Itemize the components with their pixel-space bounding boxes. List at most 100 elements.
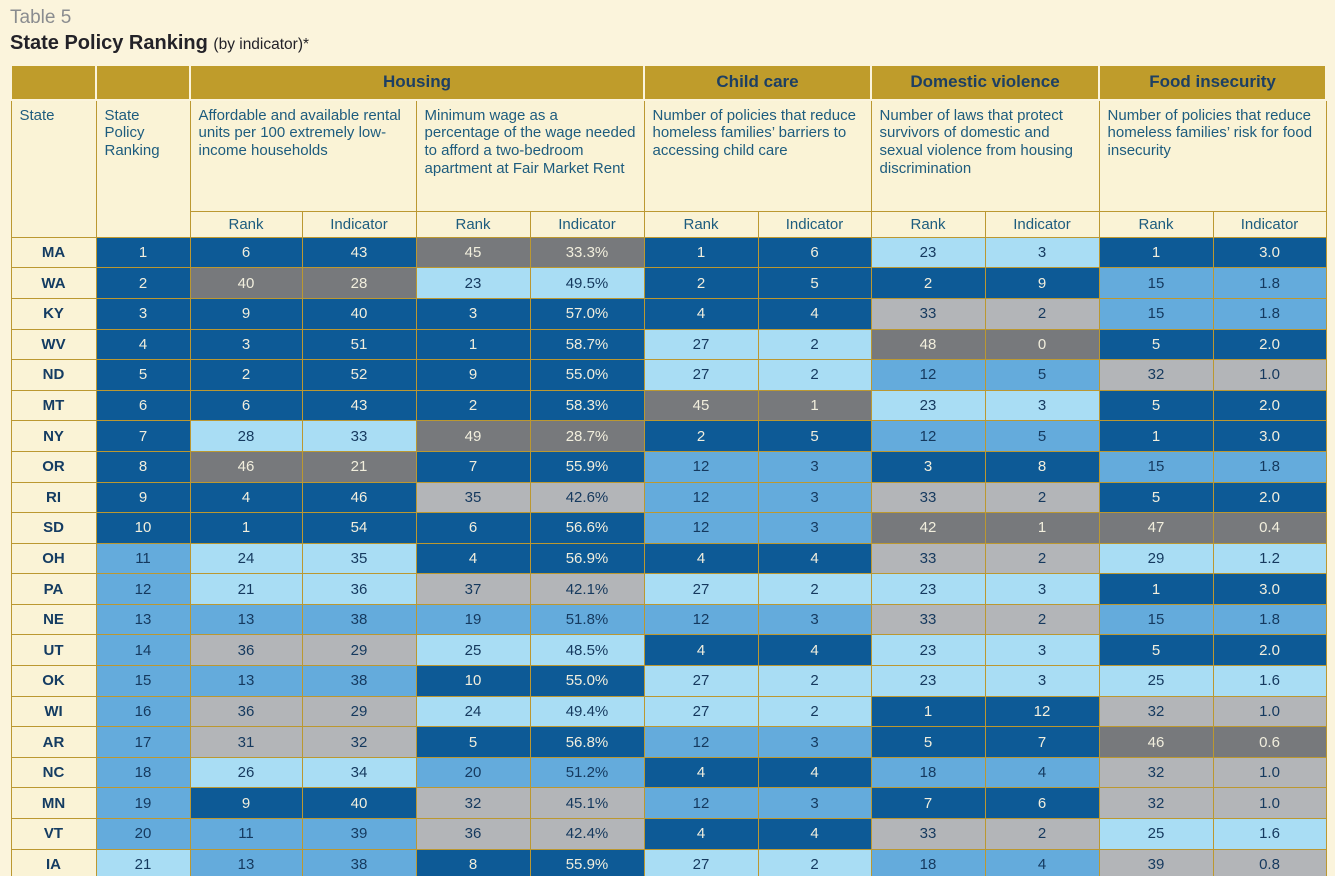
food-insecurity-rank-cell: 15 <box>1098 603 1214 636</box>
food-insecurity-rank-cell: 5 <box>1098 634 1214 667</box>
childcare-rank-cell: 2 <box>643 420 759 452</box>
state-cell: NY <box>10 420 97 452</box>
page-title: State Policy Ranking (by indicator)* <box>10 30 1335 56</box>
domestic-violence-rank-cell: 48 <box>870 328 986 361</box>
rank-indicator-subheader-row: Rank Indicator Rank Indicator Rank Indic… <box>11 210 1327 238</box>
housing-units-rank-cell: 9 <box>189 297 303 330</box>
state-policy-ranking-cell: 17 <box>95 726 191 758</box>
indicator-subheader: Indicator <box>984 210 1100 238</box>
food-insecurity-indicator-cell: 3.0 <box>1212 420 1327 452</box>
column-group-housing: Housing <box>189 63 645 101</box>
food-insecurity-indicator-cell: 1.0 <box>1212 756 1327 789</box>
housing-wage-rank-cell: 4 <box>415 542 531 575</box>
state-column-header: State <box>10 99 97 238</box>
housing-wage-rank-cell: 7 <box>415 450 531 483</box>
food-insecurity-indicator-cell: 2.0 <box>1212 389 1327 422</box>
housing-units-indicator-cell: 35 <box>301 542 417 575</box>
domestic-violence-rank-cell: 33 <box>870 542 986 575</box>
state-policy-ranking-cell: 7 <box>95 420 191 452</box>
housing-wage-indicator-cell: 42.4% <box>529 818 645 850</box>
state-cell: OR <box>10 450 97 483</box>
housing-units-indicator-cell: 38 <box>301 665 417 697</box>
childcare-indicator-cell: 2 <box>757 573 872 605</box>
housing-units-rank-cell: 31 <box>189 726 303 758</box>
housing-wage-rank-cell: 1 <box>415 328 531 361</box>
childcare-rank-cell: 4 <box>643 756 759 789</box>
housing-units-indicator-cell: 34 <box>301 756 417 789</box>
state-cell: AR <box>10 726 97 758</box>
housing-units-rank-cell: 13 <box>189 603 303 636</box>
food-insecurity-indicator-cell: 1.8 <box>1212 297 1327 330</box>
food-insecurity-indicator-cell: 1.6 <box>1212 818 1327 850</box>
domestic-violence-rank-cell: 42 <box>870 512 986 544</box>
housing-units-indicator-cell: 39 <box>301 818 417 850</box>
state-policy-ranking-cell: 11 <box>95 542 191 575</box>
state-cell: WI <box>10 695 97 728</box>
food-insecurity-rank-cell: 25 <box>1098 665 1214 697</box>
childcare-rank-cell: 27 <box>643 573 759 605</box>
housing-units-indicator-cell: 54 <box>301 512 417 544</box>
table-row: IA 21 13 38 8 55.9% 27 2 18 4 39 0.8 <box>10 848 1327 876</box>
childcare-rank-cell: 27 <box>643 328 759 361</box>
childcare-indicator-cell: 3 <box>757 726 872 758</box>
table-row: NE 13 13 38 19 51.8% 12 3 33 2 15 1.8 <box>10 603 1327 636</box>
housing-wage-indicator-cell: 28.7% <box>529 420 645 452</box>
domestic-violence-indicator-cell: 4 <box>984 756 1100 789</box>
state-policy-ranking-cell: 21 <box>95 848 191 876</box>
housing-wage-indicator-cell: 58.3% <box>529 389 645 422</box>
housing-wage-indicator-cell: 58.7% <box>529 328 645 361</box>
domestic-violence-rank-cell: 18 <box>870 756 986 789</box>
domestic-violence-indicator-cell: 3 <box>984 236 1100 269</box>
housing-units-indicator-cell: 38 <box>301 603 417 636</box>
state-cell: MT <box>10 389 97 422</box>
housing-units-rank-cell: 4 <box>189 481 303 514</box>
page-title-suffix: (by indicator)* <box>213 35 310 53</box>
housing-wage-indicator-cell: 49.4% <box>529 695 645 728</box>
housing-wage-rank-cell: 6 <box>415 512 531 544</box>
domestic-violence-indicator-cell: 3 <box>984 665 1100 697</box>
domestic-violence-indicator-cell: 0 <box>984 328 1100 361</box>
housing-units-rank-cell: 21 <box>189 573 303 605</box>
childcare-rank-cell: 27 <box>643 695 759 728</box>
state-policy-ranking-cell: 5 <box>95 359 191 391</box>
housing-units-rank-cell: 28 <box>189 420 303 452</box>
state-policy-ranking-cell: 10 <box>95 512 191 544</box>
childcare-indicator-cell: 5 <box>757 267 872 299</box>
food-insecurity-indicator-cell: 3.0 <box>1212 573 1327 605</box>
food-insecurity-rank-cell: 1 <box>1098 236 1214 269</box>
header-spacer-cell <box>95 63 191 101</box>
childcare-indicator-cell: 3 <box>757 603 872 636</box>
food-insecurity-rank-cell: 32 <box>1098 359 1214 391</box>
childcare-rank-cell: 4 <box>643 818 759 850</box>
food-insecurity-indicator-cell: 0.8 <box>1212 848 1327 876</box>
childcare-rank-cell: 1 <box>643 236 759 269</box>
domestic-violence-indicator-cell: 5 <box>984 359 1100 391</box>
childcare-indicator-cell: 3 <box>757 512 872 544</box>
childcare-indicator-cell: 2 <box>757 665 872 697</box>
childcare-indicator-cell: 3 <box>757 450 872 483</box>
housing-wage-indicator-cell: 55.0% <box>529 665 645 697</box>
table-row: NC 18 26 34 20 51.2% 4 4 18 4 32 1.0 <box>10 756 1327 789</box>
food-insecurity-rank-cell: 1 <box>1098 420 1214 452</box>
housing-wage-rank-cell: 3 <box>415 297 531 330</box>
housing-units-rank-cell: 24 <box>189 542 303 575</box>
header-spacer-cell <box>10 63 97 101</box>
housing-units-rank-cell: 36 <box>189 634 303 667</box>
food-insecurity-rank-cell: 1 <box>1098 573 1214 605</box>
domestic-violence-indicator-cell: 2 <box>984 481 1100 514</box>
column-group-domestic-violence: Domestic violence <box>870 63 1101 101</box>
housing-wage-indicator-cell: 56.6% <box>529 512 645 544</box>
food-insecurity-indicator-cell: 3.0 <box>1212 236 1327 269</box>
domestic-violence-rank-cell: 12 <box>870 359 986 391</box>
food-insecurity-indicator-cell: 1.0 <box>1212 359 1327 391</box>
food-insecurity-indicator-cell: 1.8 <box>1212 603 1327 636</box>
housing-units-indicator-cell: 46 <box>301 481 417 514</box>
state-cell: ND <box>10 359 97 391</box>
food-insecurity-rank-cell: 15 <box>1098 297 1214 330</box>
state-policy-ranking-cell: 9 <box>95 481 191 514</box>
food-insecurity-rank-cell: 25 <box>1098 818 1214 850</box>
ranking-column-header: State Policy Ranking <box>95 99 191 238</box>
domestic-violence-rank-cell: 23 <box>870 573 986 605</box>
childcare-indicator-cell: 2 <box>757 695 872 728</box>
